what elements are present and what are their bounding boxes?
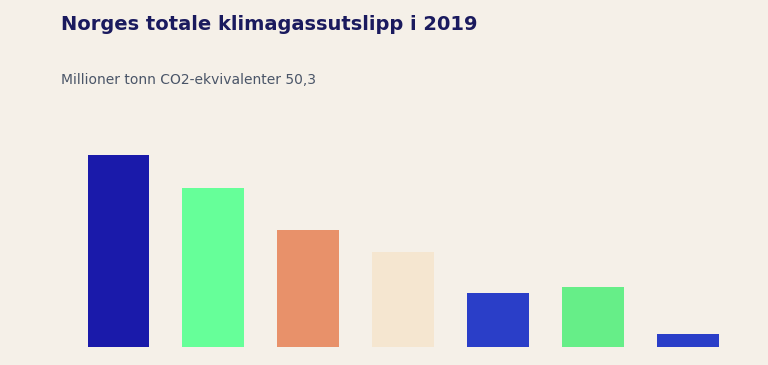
Bar xyxy=(277,230,339,347)
Bar xyxy=(88,155,149,347)
Bar xyxy=(562,287,624,347)
Bar xyxy=(183,188,244,347)
Bar xyxy=(467,293,529,347)
Text: Norges totale klimagassutslipp i 2019: Norges totale klimagassutslipp i 2019 xyxy=(61,15,478,34)
Bar xyxy=(657,334,719,347)
Bar xyxy=(372,252,434,347)
Text: Millioner tonn CO2-ekvivalenter 50,3: Millioner tonn CO2-ekvivalenter 50,3 xyxy=(61,73,316,87)
